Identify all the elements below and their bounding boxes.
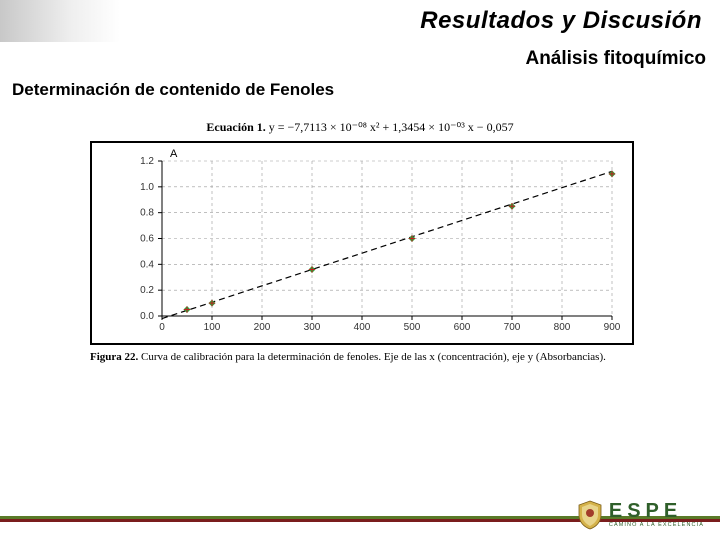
svg-text:0.6: 0.6 <box>140 234 154 245</box>
svg-text:800: 800 <box>554 322 571 333</box>
svg-text:A: A <box>170 148 178 160</box>
caption-lead: Figura 22. <box>90 351 138 363</box>
svg-text:100: 100 <box>204 322 221 333</box>
svg-text:0: 0 <box>159 322 165 333</box>
svg-text:0.2: 0.2 <box>140 285 154 296</box>
svg-text:600: 600 <box>454 322 471 333</box>
figure-caption: Figura 22. Curva de calibración para la … <box>90 351 630 365</box>
equation-text: Ecuación 1. y = −7,7113 × 10⁻⁰⁸ x² + 1,3… <box>0 120 720 135</box>
logo-text: ESPE CAMINO A LA EXCELENCIA <box>609 501 704 529</box>
page-subtitle: Análisis fitoquímico <box>0 42 720 70</box>
equation-body: y = −7,7113 × 10⁻⁰⁸ x² + 1,3454 × 10⁻⁰³ … <box>269 120 514 134</box>
svg-text:300: 300 <box>304 322 321 333</box>
svg-text:200: 200 <box>254 322 271 333</box>
equation-label: Ecuación 1. <box>206 120 265 134</box>
svg-text:1.0: 1.0 <box>140 182 154 193</box>
title-gradient <box>0 0 120 42</box>
svg-text:500: 500 <box>404 322 421 333</box>
logo-acronym: ESPE <box>609 501 704 521</box>
calibration-chart: 0.0 0.2 0.4 0.6 0.8 1.0 1.2 0 100 200 300 400 500 600… <box>92 143 632 343</box>
slide: Resultados y Discusión Análisis fitoquím… <box>0 0 720 540</box>
svg-text:0.4: 0.4 <box>140 259 154 270</box>
svg-text:400: 400 <box>354 322 371 333</box>
crest-icon <box>577 500 603 530</box>
espe-logo: ESPE CAMINO A LA EXCELENCIA <box>577 500 704 530</box>
logo-tagline: CAMINO A LA EXCELENCIA <box>609 523 704 529</box>
svg-text:0.8: 0.8 <box>140 208 154 219</box>
caption-body: Curva de calibración para la determinaci… <box>141 351 606 363</box>
page-title: Resultados y Discusión <box>420 7 702 35</box>
chart-box: 0.0 0.2 0.4 0.6 0.8 1.0 1.2 0 100 200 300 400 500 600… <box>90 141 634 345</box>
svg-text:1.2: 1.2 <box>140 156 154 167</box>
svg-text:900: 900 <box>604 322 621 333</box>
section-heading: Determinación de contenido de Fenoles <box>0 70 720 100</box>
svg-text:700: 700 <box>504 322 521 333</box>
chart-container: 0.0 0.2 0.4 0.6 0.8 1.0 1.2 0 100 200 300 400 500 600… <box>90 141 630 365</box>
svg-text:0.0: 0.0 <box>140 311 154 322</box>
